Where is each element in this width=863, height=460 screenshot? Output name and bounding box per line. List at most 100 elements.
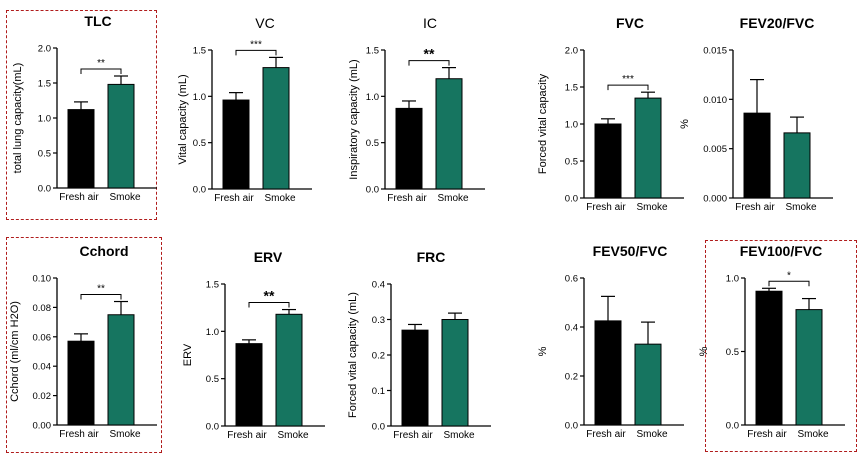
ic-category-label: Smoke xyxy=(437,193,469,204)
cchord-title: Cchord xyxy=(80,243,129,259)
erv-bar-smoke xyxy=(275,313,303,427)
fev100-title: FEV100/FVC xyxy=(740,243,822,259)
cchord-bar-smoke xyxy=(107,314,135,426)
tlc-category-label: Fresh air xyxy=(59,192,99,203)
frc-title: FRC xyxy=(417,249,446,265)
vc-ytick-label: 0.5 xyxy=(193,138,206,149)
erv-ylabel: ERV xyxy=(182,343,194,366)
fev100-highlight-frame xyxy=(705,240,857,452)
fev20-category-label: Fresh air xyxy=(735,202,775,213)
erv-title: ERV xyxy=(254,249,283,265)
vc-ytick-label: 0.0 xyxy=(193,185,206,196)
cchord-ytick-label: 0.02 xyxy=(33,391,52,402)
ic-category-label: Fresh air xyxy=(387,193,427,204)
cchord-significance-label: ** xyxy=(97,284,105,295)
cchord-category-label: Smoke xyxy=(109,429,141,440)
frc-category-label: Fresh air xyxy=(393,430,433,441)
fev100-ytick-label: 0.5 xyxy=(726,347,739,358)
frc-bar-fresh-air xyxy=(401,329,429,427)
vc-significance-bracket xyxy=(235,49,277,56)
tlc-ytick-label: 1.0 xyxy=(38,114,51,125)
vc-significance-label: *** xyxy=(250,39,262,50)
frc-bar-smoke xyxy=(441,319,469,427)
erv-ytick-label: 1.5 xyxy=(206,280,219,291)
cchord-ylabel: Cchord (ml/cm H2O) xyxy=(9,301,21,402)
ic-ytick-label: 1.0 xyxy=(366,92,379,103)
fev50-ytick-label: 0.2 xyxy=(565,372,578,383)
tlc-ytick-label: 0.0 xyxy=(38,184,51,195)
cchord-category-label: Fresh air xyxy=(59,429,99,440)
vc-ytick-label: 1.0 xyxy=(193,92,206,103)
ic-significance-label: ** xyxy=(424,46,435,62)
fev20-title: FEV20/FVC xyxy=(740,15,815,31)
vc-category-label: Fresh air xyxy=(214,193,254,204)
fev20-category-label: Smoke xyxy=(785,202,817,213)
vc-category-label: Smoke xyxy=(264,193,296,204)
cchord-significance-bracket xyxy=(80,294,122,300)
cchord-ytick-label: 0.10 xyxy=(33,274,52,285)
fvc-significance-label: *** xyxy=(622,74,634,85)
frc-ytick-label: 0.2 xyxy=(372,351,385,362)
fev50-ylabel: % xyxy=(537,346,549,356)
erv-significance-label: ** xyxy=(264,288,275,304)
fev100-bar-smoke xyxy=(795,309,823,426)
frc-category-label: Smoke xyxy=(443,430,475,441)
fev100-bar-fresh-air xyxy=(755,290,783,426)
cchord-ytick-label: 0.08 xyxy=(33,303,52,314)
erv-category-label: Fresh air xyxy=(227,430,267,441)
vc-ylabel: Vital capacity (mL) xyxy=(177,74,189,164)
ic-bar-smoke xyxy=(435,78,463,190)
cchord-ytick-label: 0.04 xyxy=(33,362,52,373)
fev100-ytick-label: 1.0 xyxy=(726,274,739,285)
frc-ylabel: Forced vital capacity (mL) xyxy=(347,292,359,418)
cchord-bar-fresh-air xyxy=(67,340,95,426)
fev100-significance-label: * xyxy=(787,270,791,281)
fev50-category-label: Fresh air xyxy=(586,429,626,440)
fev20-bar-fresh-air xyxy=(743,112,771,199)
fev50-ytick-label: 0.4 xyxy=(565,323,578,334)
fev50-bar-smoke xyxy=(634,343,662,426)
tlc-category-label: Smoke xyxy=(109,192,141,203)
ic-ylabel: Inspiratory capacity (mL) xyxy=(348,59,360,179)
fvc-category-label: Fresh air xyxy=(586,202,626,213)
fvc-ytick-label: 2.0 xyxy=(565,46,578,57)
vc-title: VC xyxy=(255,15,274,31)
tlc-significance-label: ** xyxy=(97,58,105,69)
erv-significance-bracket xyxy=(248,302,290,308)
frc-ytick-label: 0.1 xyxy=(372,386,385,397)
fev100-category-label: Fresh air xyxy=(747,429,787,440)
fev20-ytick-label: 0.010 xyxy=(703,95,727,106)
ic-title: IC xyxy=(423,15,437,31)
fev100-ytick-label: 0.0 xyxy=(726,421,739,432)
tlc-ytick-label: 2.0 xyxy=(38,44,51,55)
tlc-ytick-label: 0.5 xyxy=(38,149,51,160)
fev100-category-label: Smoke xyxy=(797,429,829,440)
ic-ytick-label: 0.0 xyxy=(366,185,379,196)
ic-bar-fresh-air xyxy=(395,107,423,190)
cchord-highlight-frame xyxy=(6,237,162,453)
fvc-significance-bracket xyxy=(607,84,649,91)
fvc-ytick-label: 1.5 xyxy=(565,83,578,94)
fev50-category-label: Smoke xyxy=(636,429,668,440)
vc-bar-smoke xyxy=(262,67,290,190)
tlc-ylabel: total lung capacity(mL) xyxy=(12,63,24,174)
fev50-ytick-label: 0.0 xyxy=(565,421,578,432)
fvc-ytick-label: 1.0 xyxy=(565,120,578,131)
ic-significance-bracket xyxy=(408,60,450,66)
tlc-ytick-label: 1.5 xyxy=(38,79,51,90)
tlc-highlight-frame xyxy=(6,10,157,220)
fev20-ytick-label: 0.005 xyxy=(703,144,727,155)
frc-ytick-label: 0.4 xyxy=(372,280,385,291)
fvc-title: FVC xyxy=(616,15,644,31)
ic-ytick-label: 0.5 xyxy=(366,138,379,149)
fev50-title: FEV50/FVC xyxy=(593,243,668,259)
fvc-bar-fresh-air xyxy=(594,123,622,199)
erv-ytick-label: 1.0 xyxy=(206,327,219,338)
erv-ytick-label: 0.0 xyxy=(206,422,219,433)
fvc-category-label: Smoke xyxy=(636,202,668,213)
vc-ytick-label: 1.5 xyxy=(193,46,206,57)
fev50-bar-fresh-air xyxy=(594,320,622,426)
fvc-ytick-label: 0.0 xyxy=(565,194,578,205)
